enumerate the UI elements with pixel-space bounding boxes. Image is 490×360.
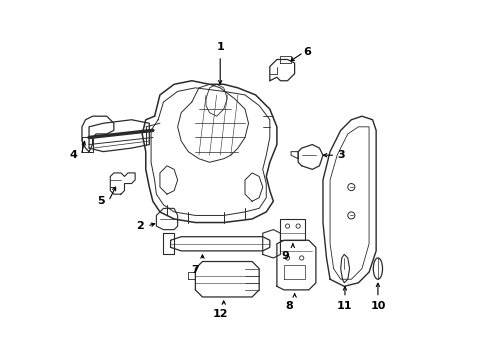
- Text: 8: 8: [286, 301, 293, 311]
- Text: 5: 5: [98, 196, 105, 206]
- Text: 7: 7: [192, 265, 199, 275]
- Text: 12: 12: [213, 309, 228, 319]
- Text: 11: 11: [337, 301, 352, 311]
- Text: 6: 6: [303, 48, 311, 57]
- Text: 2: 2: [136, 221, 144, 231]
- Text: 9: 9: [282, 251, 290, 261]
- Text: 4: 4: [70, 150, 78, 160]
- Text: 10: 10: [370, 301, 386, 311]
- Text: 3: 3: [337, 150, 345, 160]
- Text: 1: 1: [216, 42, 224, 53]
